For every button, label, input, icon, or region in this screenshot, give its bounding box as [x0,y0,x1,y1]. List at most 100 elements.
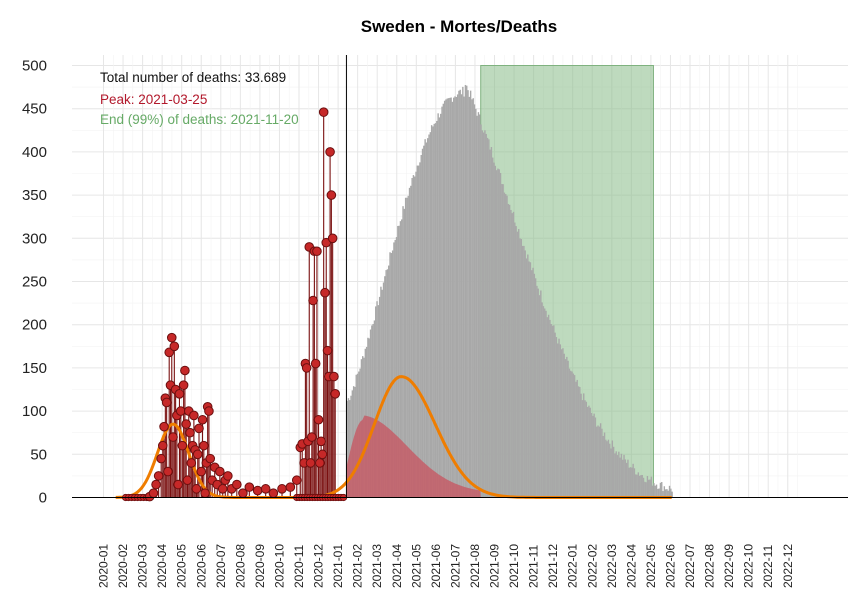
gray-bar [545,311,546,498]
gray-bar [613,447,614,498]
observed-point [198,415,207,424]
observed-point [302,364,311,373]
observed-point [205,407,214,416]
gray-bar [582,400,583,497]
gray-bar [597,426,598,498]
gray-bar [606,441,607,497]
gray-bar [653,483,654,497]
gray-bar [476,116,477,498]
x-tick-label: 2022-04 [624,544,638,588]
x-tick-label: 2020-02 [116,544,130,588]
observed-point [170,342,179,351]
observed-point [278,485,287,494]
x-tick-label: 2021-03 [370,544,384,588]
gray-bar [424,139,425,497]
gray-bar [444,101,445,498]
gray-bar [580,394,581,498]
gray-bar [617,455,618,497]
gray-bar [411,178,412,498]
x-tick-label: 2021-08 [468,544,482,588]
gray-bar [554,333,555,498]
gray-bar [495,166,496,498]
gray-bar [437,113,438,497]
gray-bar [660,483,661,498]
gray-bar [532,268,533,498]
gray-bar [570,371,571,498]
gray-bar [669,486,670,498]
gray-bar [647,476,648,497]
gray-bar [521,239,522,497]
observed-point [330,372,339,381]
gray-bar [655,486,656,498]
gray-bar [469,97,470,498]
observed-point [269,489,278,498]
gray-bar [418,166,419,498]
gray-bar [626,463,627,498]
x-tick-label: 2021-04 [390,544,404,588]
gray-bar [612,440,613,497]
gray-bar [552,326,553,498]
x-tick-label: 2021-07 [448,544,462,588]
gray-bar [609,444,610,498]
gray-bar [417,166,418,498]
gray-bar [590,408,591,498]
x-tick-label: 2020-09 [253,544,267,588]
gray-bar [652,486,653,498]
observed-point [152,480,161,489]
annotation-peak: Peak: 2021-03-25 [100,92,207,107]
observed-point [175,390,184,399]
observed-point [169,433,178,442]
x-tick-label: 2020-11 [292,545,306,588]
gray-bar [483,133,484,498]
gray-bar [539,295,540,497]
gray-bar [547,317,548,497]
gray-bar [506,196,507,498]
gray-bar [575,382,576,498]
gray-bar [474,104,475,497]
gray-bar [601,429,602,498]
observed-point [306,459,315,468]
observed-point [328,234,337,243]
gray-bar [595,418,596,498]
gray-bar [639,476,640,498]
x-tick-label: 2021-06 [429,544,443,588]
gray-bar [463,97,464,498]
gray-bar [458,91,459,498]
observed-point [331,390,340,399]
gray-bar [622,460,623,498]
gray-bar [414,176,415,497]
gray-bar [603,436,604,498]
gray-bar [574,375,575,497]
y-tick-label: 50 [30,446,47,463]
gray-bar [586,402,587,498]
observed-point [245,483,254,492]
gray-bar [640,475,641,497]
gray-bar [488,139,489,497]
gray-bar [499,169,500,497]
gray-bar [553,325,554,497]
gray-bar [549,320,550,498]
gray-bar [551,324,552,497]
x-tick-label: 2022-09 [722,544,736,588]
y-tick-label: 500 [22,58,47,75]
x-tick-label: 2022-06 [663,544,677,588]
gray-bar [430,132,431,497]
gray-bar [467,90,468,497]
x-tick-label: 2020-10 [272,544,286,588]
gray-bar [625,459,626,497]
gray-bar [460,90,461,498]
gray-bar [541,302,542,497]
gray-bar [522,246,523,498]
gray-bar [651,477,652,498]
gray-bar [645,482,646,497]
gray-bar [426,142,427,497]
x-tick-label: 2021-11 [527,545,541,588]
gray-bar [635,474,636,497]
gray-bar [492,158,493,498]
annotation-end: End (99%) of deaths: 2021-11-20 [100,112,299,127]
x-tick-label: 2022-02 [585,544,599,588]
gray-bar [450,97,451,497]
observed-point [224,472,233,481]
x-tick-label: 2021-02 [351,544,365,588]
